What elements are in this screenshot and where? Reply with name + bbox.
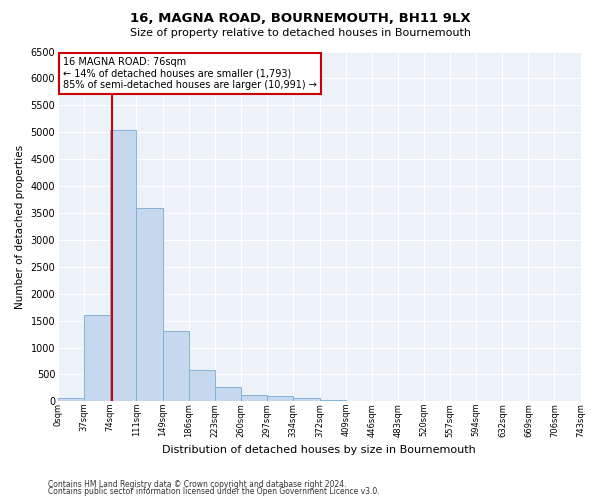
Bar bbox=[163, 332, 189, 402]
Text: Contains HM Land Registry data © Crown copyright and database right 2024.: Contains HM Land Registry data © Crown c… bbox=[48, 480, 347, 489]
Y-axis label: Number of detached properties: Number of detached properties bbox=[15, 144, 25, 308]
Bar bbox=[215, 387, 241, 402]
Bar bbox=[346, 401, 371, 402]
Text: Contains public sector information licensed under the Open Government Licence v3: Contains public sector information licen… bbox=[48, 487, 380, 496]
Bar bbox=[110, 130, 136, 402]
Bar bbox=[293, 398, 320, 402]
Bar bbox=[136, 208, 163, 402]
Text: Size of property relative to detached houses in Bournemouth: Size of property relative to detached ho… bbox=[130, 28, 470, 38]
X-axis label: Distribution of detached houses by size in Bournemouth: Distribution of detached houses by size … bbox=[163, 445, 476, 455]
Text: 16 MAGNA ROAD: 76sqm
← 14% of detached houses are smaller (1,793)
85% of semi-de: 16 MAGNA ROAD: 76sqm ← 14% of detached h… bbox=[64, 56, 317, 90]
Bar bbox=[241, 395, 267, 402]
Bar bbox=[320, 400, 346, 402]
Bar bbox=[189, 370, 215, 402]
Bar bbox=[58, 398, 84, 402]
Bar bbox=[267, 396, 293, 402]
Text: 16, MAGNA ROAD, BOURNEMOUTH, BH11 9LX: 16, MAGNA ROAD, BOURNEMOUTH, BH11 9LX bbox=[130, 12, 470, 26]
Bar bbox=[84, 316, 110, 402]
